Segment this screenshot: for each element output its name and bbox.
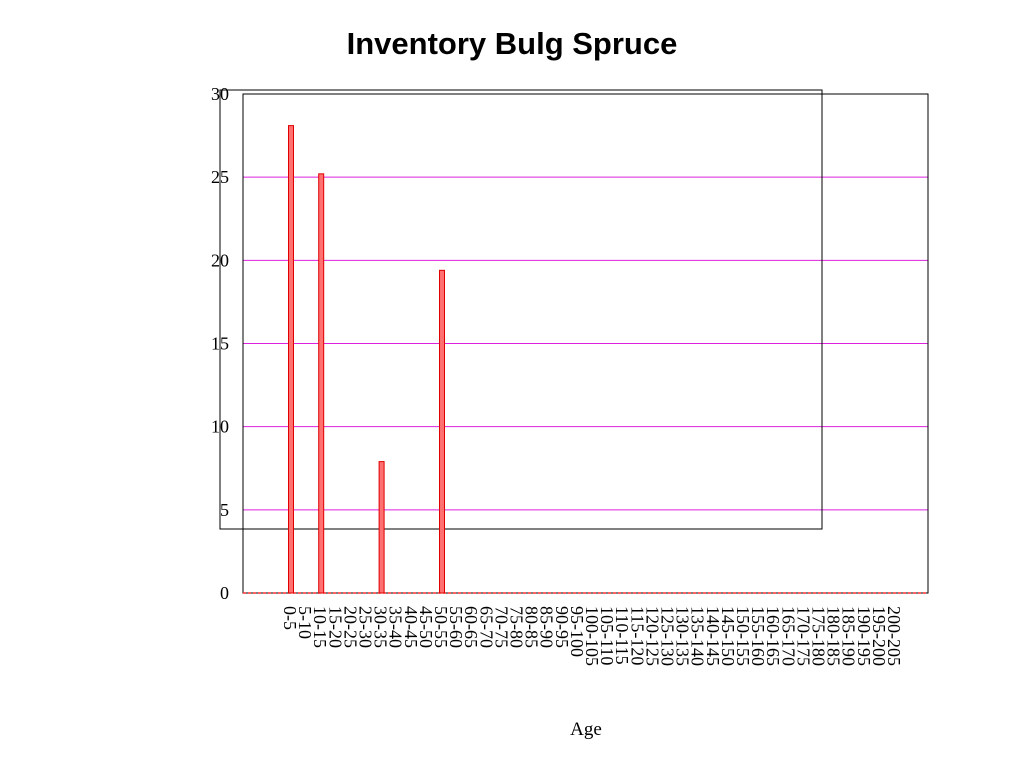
x-tick-label: 180-185 [824, 606, 844, 666]
y-tick-label: 30 [211, 84, 229, 104]
chart-title: Inventory Bulg Spruce [347, 26, 678, 61]
x-tick-label: 85-90 [537, 606, 557, 648]
x-tick-label: 75-80 [507, 606, 527, 648]
x-tick-label: 90-95 [552, 606, 572, 648]
x-tick-label: 45-50 [416, 606, 436, 648]
x-tick-label: 185-190 [839, 606, 859, 666]
x-tick-label: 195-200 [869, 606, 889, 666]
x-tick-label: 25-30 [356, 606, 376, 648]
x-axis-label: Age [570, 719, 602, 740]
x-tick-label: 150-155 [733, 606, 753, 666]
x-tick-label: 30-35 [371, 606, 391, 648]
inner-box-border [219, 89, 823, 530]
y-tick-label: 0 [220, 583, 229, 603]
x-tick-label: 190-195 [854, 606, 874, 666]
x-tick-label: 135-140 [688, 606, 708, 666]
bars [288, 125, 445, 594]
x-tick-label: 145-150 [718, 606, 738, 666]
x-tick-label: 165-170 [778, 606, 798, 666]
x-tick-label: 20-25 [340, 606, 360, 648]
bar-50-55 [439, 269, 445, 594]
x-tick-label: 175-180 [809, 606, 829, 666]
x-tick-label: 120-125 [642, 606, 662, 666]
x-tick-label: 70-75 [491, 606, 511, 648]
x-tick-label: 35-40 [386, 606, 406, 648]
x-tick-label: 60-65 [461, 606, 481, 648]
x-tick-label: 10-15 [310, 606, 330, 648]
x-tick-label: 115-120 [627, 606, 647, 665]
x-tick-label: 15-20 [325, 606, 345, 648]
x-tick-label: 65-70 [476, 606, 496, 648]
x-tick-label: 110-115 [612, 606, 632, 665]
x-tick-label: 40-45 [401, 606, 421, 648]
x-tick-label: 160-165 [763, 606, 783, 666]
x-tick-label: 95-100 [567, 606, 587, 657]
x-tick-label: 200-205 [884, 606, 904, 666]
bar-0-5 [288, 125, 294, 594]
x-tick-label: 105-110 [597, 606, 617, 665]
y-tick-labels: 0 5 10 15 20 25 30 [211, 84, 229, 603]
y-tick-label: 10 [211, 417, 229, 437]
y-tick-label: 15 [211, 334, 229, 354]
x-tick-label: 140-145 [703, 606, 723, 666]
x-tick-label: 50-55 [431, 606, 451, 648]
x-tick-label: 80-85 [522, 606, 542, 648]
bar-10-15 [318, 173, 325, 594]
x-tick-label: 55-60 [446, 606, 466, 648]
x-tick-label: 0-5 [280, 606, 300, 630]
y-tick-label: 5 [220, 500, 229, 520]
y-tick-label: 20 [211, 250, 229, 270]
x-tick-label: 100-105 [582, 606, 602, 666]
x-tick-label: 170-175 [793, 606, 813, 666]
gridlines [243, 176, 928, 511]
x-tick-label: 5-10 [295, 606, 315, 639]
x-tick-label: 155-160 [748, 606, 768, 666]
bar-30-35 [378, 461, 385, 594]
x-tick-label: 125-130 [658, 606, 678, 666]
x-tick-labels: 0-55-1010-1515-2020-2525-3030-3535-4040-… [280, 606, 904, 666]
x-tick-label: 130-135 [673, 606, 693, 666]
plot-frame [219, 89, 929, 594]
y-tick-label: 25 [211, 167, 229, 187]
